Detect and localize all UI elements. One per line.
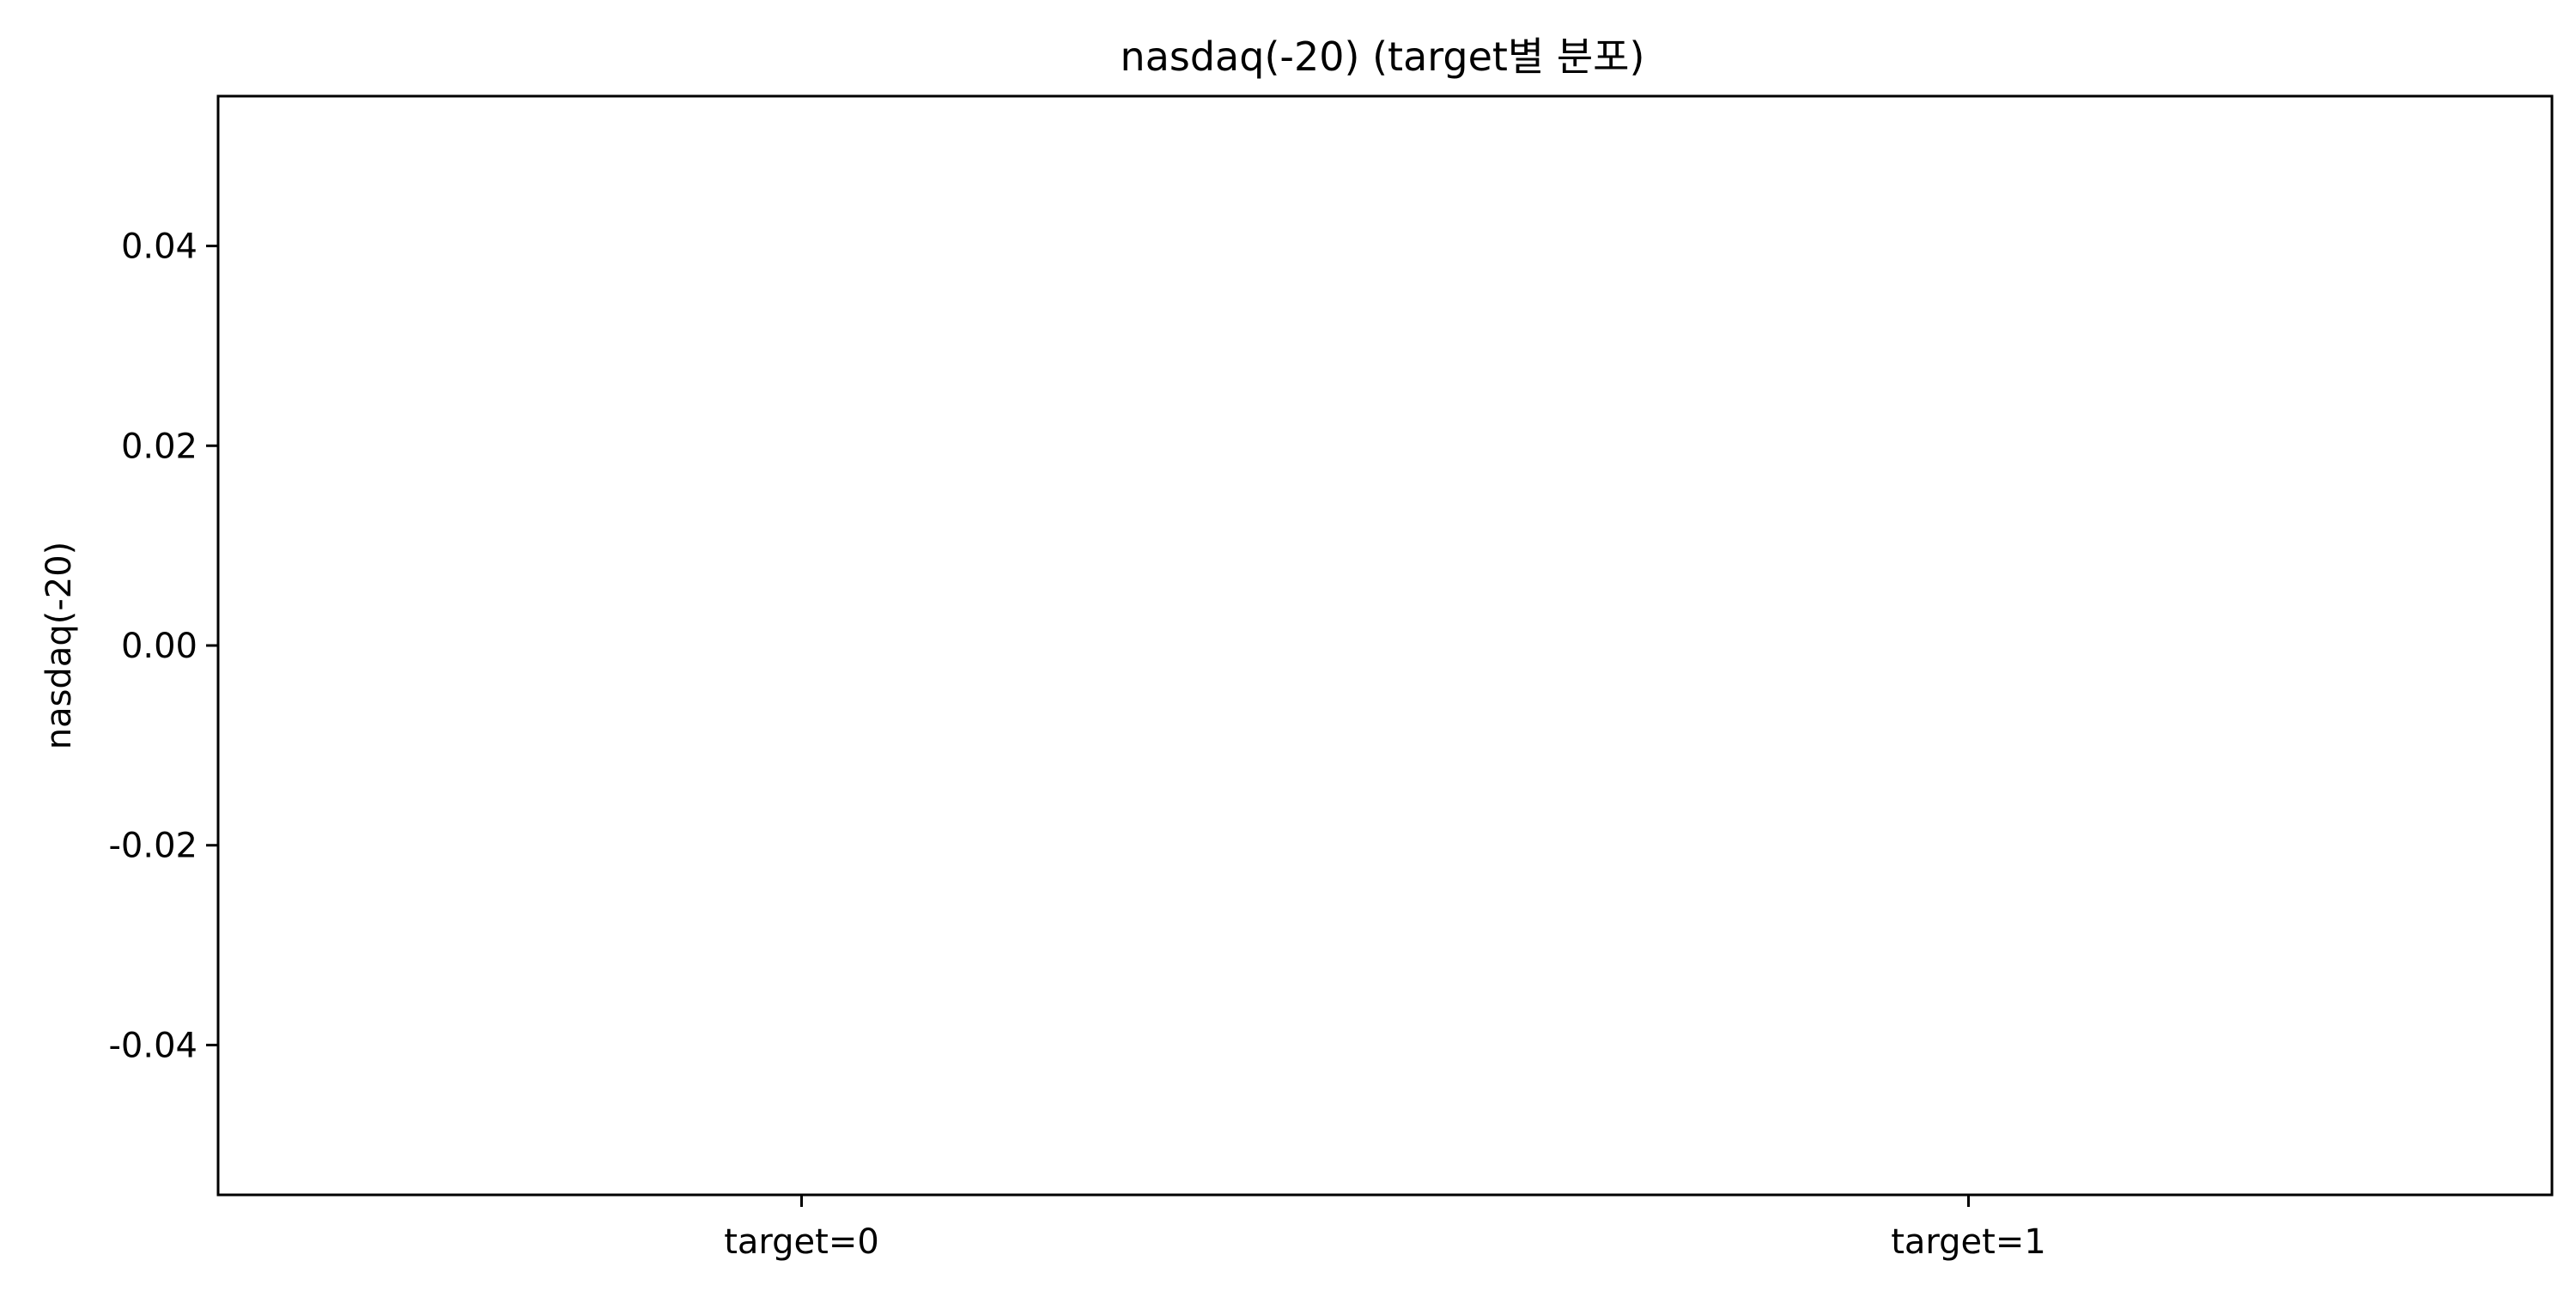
y-tick-label: 0.02 (121, 427, 197, 466)
y-axis-label: nasdaq(-20) (39, 542, 79, 750)
y-tick-label: 0.04 (121, 227, 197, 267)
x-tick-label: target=0 (724, 1222, 879, 1262)
y-tick-label: -0.02 (109, 827, 198, 866)
y-tick-label: -0.04 (109, 1026, 198, 1065)
x-axis: target=0 target=1 (724, 1195, 2046, 1262)
y-axis: 0.04 0.02 0.00 -0.02 -0.04 (109, 227, 218, 1065)
plot-area (216, 94, 2554, 1197)
chart-title: nasdaq(-20) (target별 분포) (1121, 33, 1645, 80)
y-tick-label: 0.00 (121, 627, 197, 666)
x-tick-label: target=1 (1891, 1222, 2046, 1262)
